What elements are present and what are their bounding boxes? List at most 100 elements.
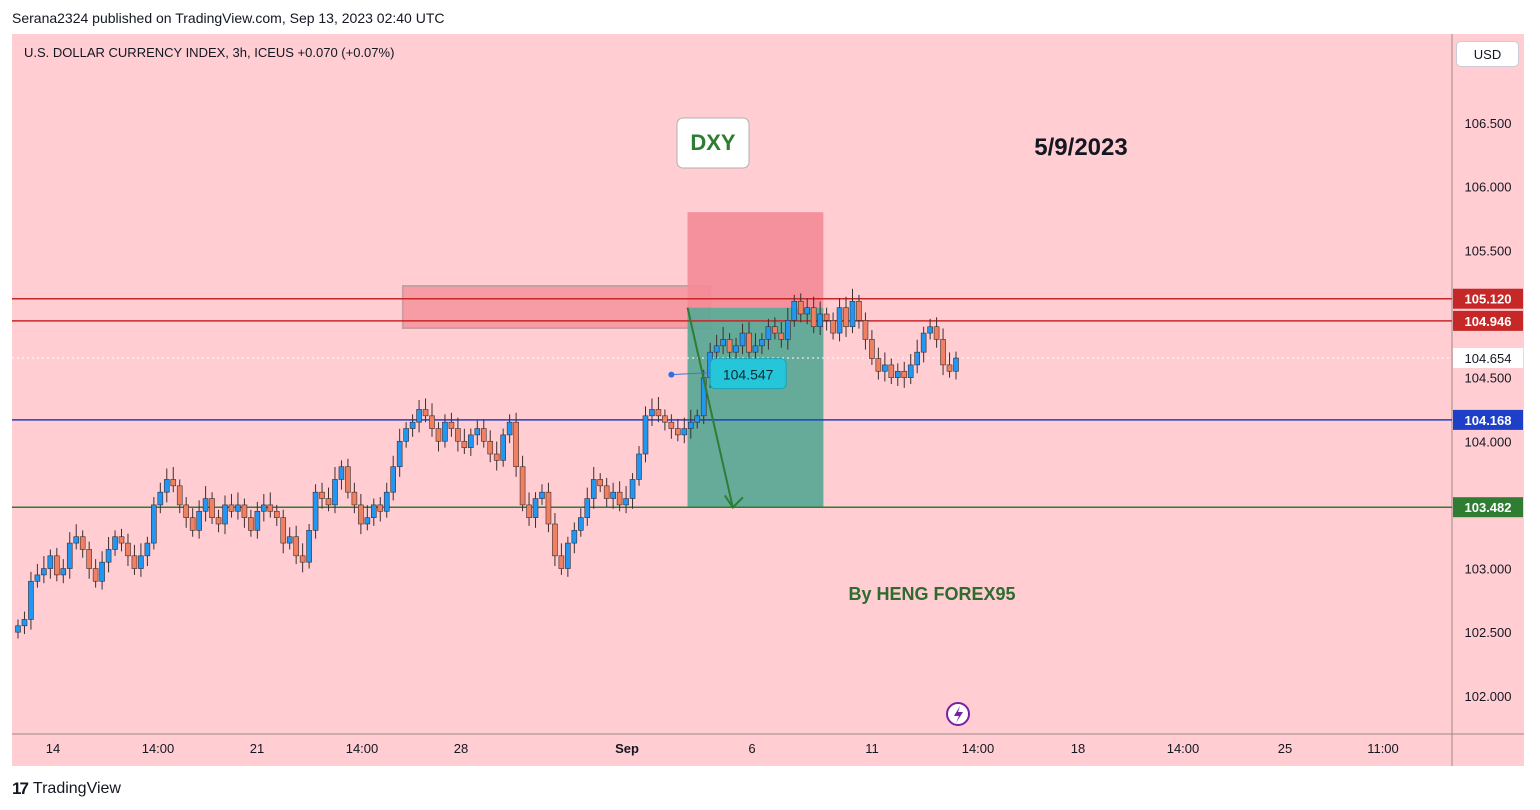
candle-body [377, 504, 384, 512]
candle-body [370, 504, 377, 518]
tradingview-brand: TradingView [32, 780, 121, 797]
candle-body [649, 409, 655, 417]
price-chart[interactable]: 104.547 107.000106.500106.000105.500104.… [12, 34, 1524, 766]
candle-body [856, 300, 862, 321]
x-tick-label: 6 [748, 741, 755, 756]
candle-body [590, 479, 597, 499]
chart-area[interactable]: 104.547 107.000106.500106.000105.500104.… [12, 34, 1524, 766]
candle-body [526, 504, 532, 518]
candle-body [668, 421, 675, 429]
candle-body [513, 421, 519, 468]
candle-body [429, 415, 435, 429]
candle-body [733, 345, 739, 353]
candle-body [713, 345, 720, 353]
candle-body [112, 536, 118, 550]
candle-body [474, 428, 481, 436]
candle-body [623, 498, 629, 506]
candle-body [875, 358, 882, 372]
entry-marker-line [671, 372, 711, 376]
candle-body [894, 370, 901, 378]
candle-body [131, 555, 138, 569]
candle-body [170, 479, 177, 487]
trend-arrow-line[interactable] [686, 307, 734, 508]
candle-body [215, 517, 222, 525]
tradingview-logo-icon: 17 [12, 779, 29, 798]
candle-body [248, 517, 254, 531]
candle-body [306, 530, 312, 563]
candle-body [810, 307, 817, 328]
candle-body [312, 491, 319, 531]
candle-body [629, 479, 636, 499]
candle-body [235, 504, 241, 512]
author-annotation: By HENG FOREX95 [848, 584, 1015, 604]
candle-body [332, 479, 338, 506]
candle-body [86, 549, 92, 569]
candle-body [461, 440, 468, 448]
price-level-badge [1453, 497, 1523, 518]
candle-body [157, 491, 164, 506]
candle-body [163, 479, 170, 493]
time-axis-background [12, 734, 1524, 766]
candle-body [125, 542, 131, 557]
candle-body [15, 625, 21, 633]
candle-body [222, 504, 228, 525]
candle-body [907, 364, 914, 378]
candle-body [144, 542, 151, 557]
entry-marker-dot[interactable] [668, 371, 675, 378]
candle-body [558, 555, 565, 569]
candle-body [500, 434, 506, 461]
candle-body [791, 300, 798, 321]
x-tick-label: 28 [454, 741, 468, 756]
candle-body [118, 536, 125, 544]
candle-body [836, 307, 843, 334]
candle-body [545, 491, 552, 525]
candle-body [765, 326, 772, 340]
candle-body [681, 428, 688, 436]
currency-button[interactable]: USD [1456, 41, 1519, 67]
candle-body [21, 619, 28, 627]
candle-body [804, 307, 811, 315]
candle-body [843, 307, 849, 328]
candle-body [778, 332, 785, 340]
candle-body [940, 339, 946, 366]
candle-body [662, 415, 668, 423]
tradingview-footer[interactable]: 17 TradingView [12, 779, 121, 799]
price-level-label: 105.120 [1465, 292, 1512, 307]
candle-body [584, 498, 591, 518]
candle-body [241, 504, 248, 518]
candle-body [487, 440, 494, 455]
candle-body [720, 339, 726, 347]
candle-body [927, 326, 933, 334]
candle-body [933, 326, 940, 340]
candle-body [506, 421, 513, 436]
candle-body [254, 510, 261, 531]
candle-body [176, 485, 183, 506]
resistance-zone [401, 285, 712, 329]
candle-body [183, 504, 189, 518]
stop-loss-zone [687, 212, 824, 308]
x-tick-label: 21 [250, 741, 264, 756]
candle-body [202, 498, 209, 512]
candle-body [675, 428, 681, 436]
candle-body [616, 491, 623, 506]
x-tick-label: 14:00 [1167, 741, 1200, 756]
candle-body [597, 479, 604, 487]
candle-body [797, 300, 804, 315]
candle-body [823, 313, 830, 321]
lightning-icon[interactable] [946, 702, 970, 726]
candle-body [946, 364, 953, 372]
candle-body [138, 555, 144, 569]
y-tick-label: 102.000 [1465, 689, 1512, 704]
y-tick-label: 102.500 [1465, 625, 1512, 640]
x-tick-label: 25 [1278, 741, 1292, 756]
candle-body [642, 415, 649, 455]
entry-price-badge[interactable] [709, 358, 787, 390]
candle-body [435, 428, 442, 442]
candle-body [448, 421, 455, 429]
price-level-label: 103.482 [1465, 500, 1512, 515]
x-tick-label: 14 [46, 741, 60, 756]
candle-body [442, 421, 448, 442]
y-tick-label: 106.500 [1465, 116, 1512, 131]
candle-body [280, 517, 287, 544]
candle-body [390, 466, 397, 493]
